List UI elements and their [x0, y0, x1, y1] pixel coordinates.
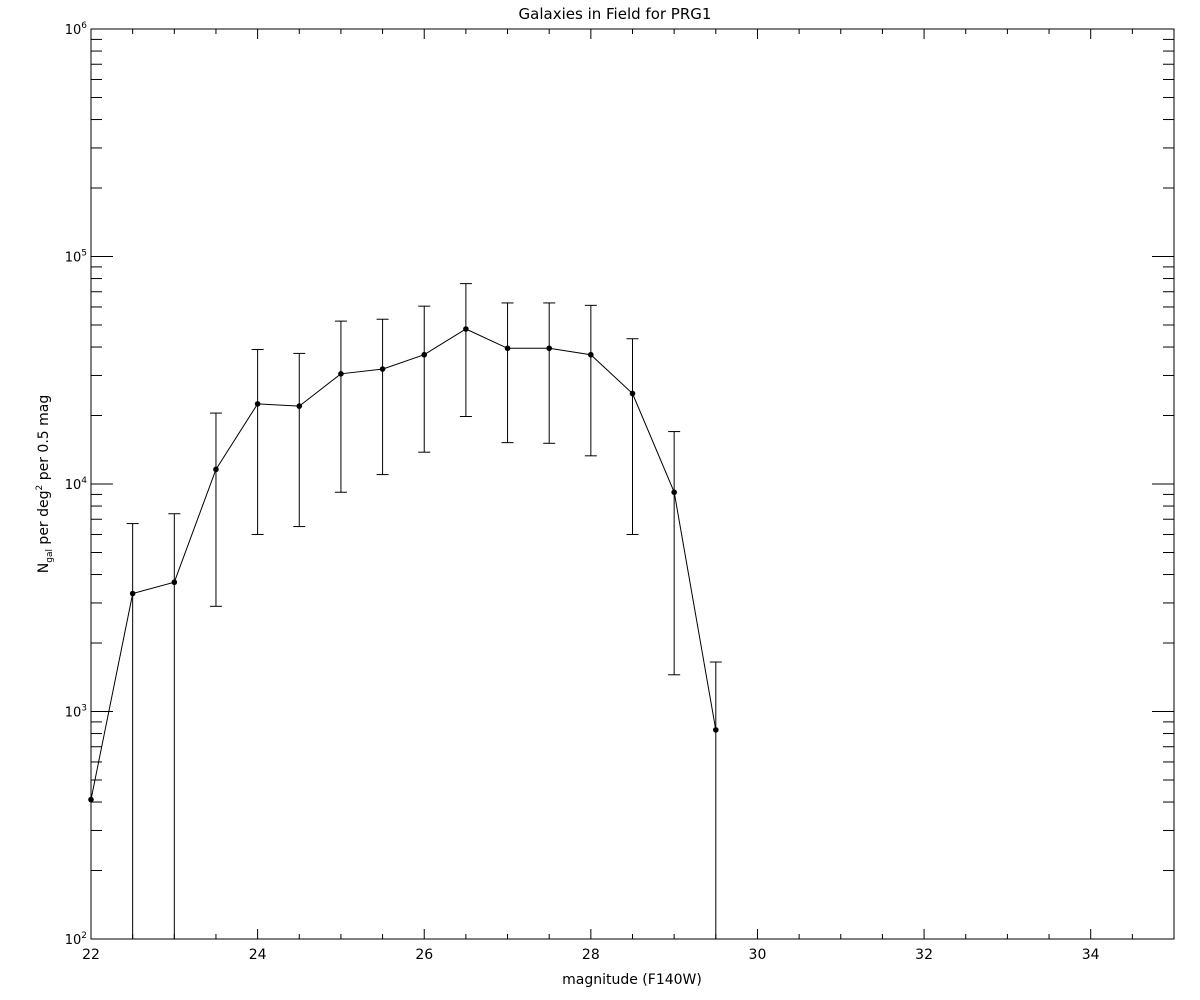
x-tick-label: 34 — [1082, 947, 1100, 963]
x-tick-label: 26 — [415, 947, 433, 963]
y-axis-label-main: N — [36, 563, 52, 573]
y-tick-label: 103 — [65, 704, 87, 721]
data-point — [421, 351, 428, 358]
data-point — [546, 345, 552, 352]
x-tick-label: 24 — [249, 947, 267, 963]
y-axis-label: Ngal per deg2 per 0.5 mag — [35, 395, 55, 573]
data-point — [713, 727, 719, 733]
y-axis-label-end: per 0.5 mag — [36, 395, 52, 485]
x-axis-label: magnitude (F140W) — [562, 972, 702, 988]
data-point — [213, 466, 219, 473]
data-point — [129, 590, 136, 597]
x-tick-label: 28 — [582, 947, 600, 963]
data-point — [463, 326, 469, 332]
y-axis-label-mid: per deg — [36, 490, 52, 549]
series-line — [90, 328, 717, 800]
error-bars — [90, 283, 722, 939]
data-points — [88, 326, 719, 803]
data-point — [338, 371, 344, 377]
y-axis-label-sup: 2 — [35, 485, 45, 491]
data-point — [171, 579, 178, 586]
chart-title: Galaxies in Field for PRG1 — [519, 5, 712, 23]
x-tick-label: 22 — [82, 947, 100, 963]
x-tick-labels: 22 24 26 28 30 32 34 — [82, 947, 1100, 963]
data-point — [629, 390, 636, 397]
data-point — [588, 351, 594, 358]
data-point — [296, 403, 303, 409]
y-tick-label: 104 — [65, 476, 88, 493]
y-tick-labels: 102 103 104 105 106 — [65, 21, 88, 948]
y-axis-label-sub: gal — [45, 549, 55, 563]
x-tick-label: 32 — [915, 947, 933, 963]
data-point — [88, 796, 94, 803]
data-point — [379, 366, 386, 372]
y-tick-label: 106 — [65, 21, 88, 38]
data-point — [254, 401, 261, 407]
data-point — [504, 345, 511, 352]
x-tick-label: 30 — [749, 947, 767, 963]
axis-ticks — [90, 28, 1175, 940]
data-point — [671, 489, 677, 496]
y-tick-label: 102 — [65, 931, 87, 948]
y-tick-label: 105 — [65, 249, 87, 266]
